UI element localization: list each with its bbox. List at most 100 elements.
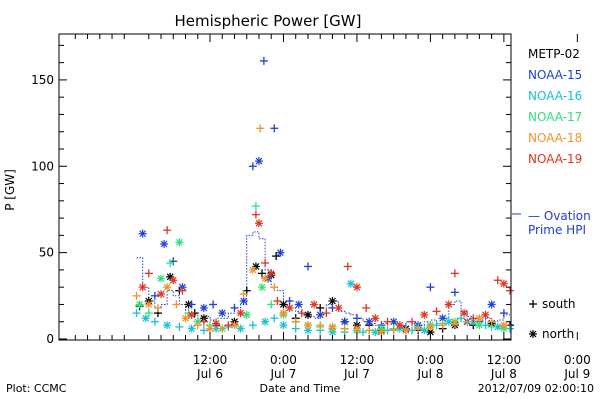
noaa-19-point (144, 269, 153, 278)
noaa-18-point (401, 326, 410, 335)
noaa-15-point (230, 303, 239, 312)
noaa-16-point (420, 326, 429, 335)
noaa-19-point (285, 303, 294, 312)
x-tick-label-date: Jul 6 (196, 367, 223, 381)
legend-noaa-17: NOAA-17 (528, 110, 582, 124)
x-tick-label-date: Jul 7 (343, 367, 370, 381)
noaa-18-point (239, 290, 248, 299)
noaa-15-point (316, 310, 325, 319)
noaa-19-point (254, 219, 263, 228)
y-axis: 0 50 100 150 (31, 44, 511, 346)
noaa-19-point (408, 317, 417, 326)
noaa-19-point (506, 286, 514, 295)
noaa-18-point (303, 321, 312, 330)
noaa-16-point (270, 314, 279, 323)
noaa-15-point (270, 124, 279, 133)
footer-plot-credit: Plot: CCMC (6, 382, 67, 395)
y-tick-label: 0 (46, 332, 54, 346)
noaa-15-point (450, 288, 459, 297)
noaa-19-point (199, 317, 208, 326)
noaa-18-point (438, 321, 447, 330)
noaa-16-point (236, 324, 245, 333)
noaa-19-point (169, 276, 178, 285)
noaa-15-point (499, 309, 508, 318)
noaa-18-point (193, 321, 202, 330)
noaa-19-point (322, 309, 331, 318)
noaa-19-point (352, 283, 361, 292)
noaa-18-point (328, 322, 337, 331)
noaa-18-point (270, 283, 279, 292)
noaa-16-point (132, 309, 141, 318)
legend-noaa-16: NOAA-16 (528, 89, 582, 103)
noaa-16-point (303, 326, 312, 335)
y-axis-label: P [GW] (3, 169, 17, 211)
noaa-18-point (206, 324, 214, 333)
noaa-18-point (279, 309, 288, 318)
noaa-17-point (267, 300, 276, 309)
x-tick-label-time: 12:00 (340, 353, 375, 367)
noaa-15-point (294, 300, 303, 309)
noaa-18-point (487, 317, 496, 326)
legend-noaa-15: NOAA-15 (528, 68, 582, 82)
noaa-15-point (365, 317, 374, 326)
x-tick-label-time: 0:00 (564, 353, 591, 367)
metp-02-point (272, 252, 281, 261)
noaa-18-point (172, 300, 181, 309)
noaa-19-point (383, 317, 392, 326)
noaa-19-point (371, 314, 380, 323)
noaa-15-point (218, 309, 227, 318)
noaa-19-point (432, 307, 441, 316)
marker-legend: south north (529, 297, 576, 341)
x-tick-label-time: 12:00 (193, 353, 228, 367)
y-tick-label: 100 (31, 159, 54, 173)
chart-title: Hemispheric Power [GW] (175, 12, 362, 30)
noaa-19-point (297, 309, 306, 318)
noaa-15-point (303, 262, 312, 271)
noaa-18-point (316, 321, 325, 330)
plot-frame (58, 33, 512, 341)
noaa-18-point (132, 291, 141, 300)
legend-noaa-18: NOAA-18 (528, 131, 582, 145)
noaa-19-point (499, 279, 508, 288)
noaa-15-point (199, 303, 208, 312)
noaa-19-point (251, 210, 260, 219)
noaa-16-point (291, 324, 300, 333)
x-tick-label-time: 0:00 (417, 353, 444, 367)
noaa-19-point (469, 314, 478, 323)
noaa-15-point (150, 291, 159, 300)
noaa-19-point (444, 300, 453, 309)
noaa-19-point (460, 309, 469, 318)
noaa-17-point (144, 309, 153, 318)
noaa-16-point (248, 321, 257, 330)
noaa-19-point (273, 297, 282, 305)
noaa-19-point (450, 269, 459, 278)
noaa-19-point (334, 303, 343, 312)
marker-legend-label: north (542, 327, 574, 341)
noaa-19-point (493, 276, 502, 285)
noaa-17-point (475, 321, 484, 330)
noaa-18-point (426, 322, 435, 331)
noaa-18-point (261, 274, 270, 283)
noaa-15-point (187, 300, 196, 309)
noaa-19-point (224, 321, 233, 330)
x-tick-label-date: Jul 8 (416, 367, 443, 381)
noaa-19-point (138, 283, 147, 292)
noaa-18-point (291, 317, 300, 326)
noaa-19-point (395, 321, 404, 330)
series-legend: METP-02 NOAA-15 NOAA-16 NOAA-17 NOAA-18 NOAA-… (512, 47, 582, 215)
noaa-15-point (340, 317, 349, 326)
noaa-15-point (239, 297, 248, 305)
noaa-16-point (261, 317, 270, 326)
footer-timestamp: 2012/07/09 02:00:10 (478, 382, 594, 395)
noaa-18-point (256, 124, 265, 133)
noaa-18-point (248, 265, 257, 274)
marker-legend-label: south (542, 297, 576, 311)
noaa-15-point (276, 248, 285, 257)
metp-02-point (316, 303, 325, 312)
noaa-18-point (463, 317, 472, 326)
marker-legend-north: north (529, 327, 574, 341)
noaa-16-point (150, 317, 159, 326)
noaa-19-point (261, 259, 270, 267)
